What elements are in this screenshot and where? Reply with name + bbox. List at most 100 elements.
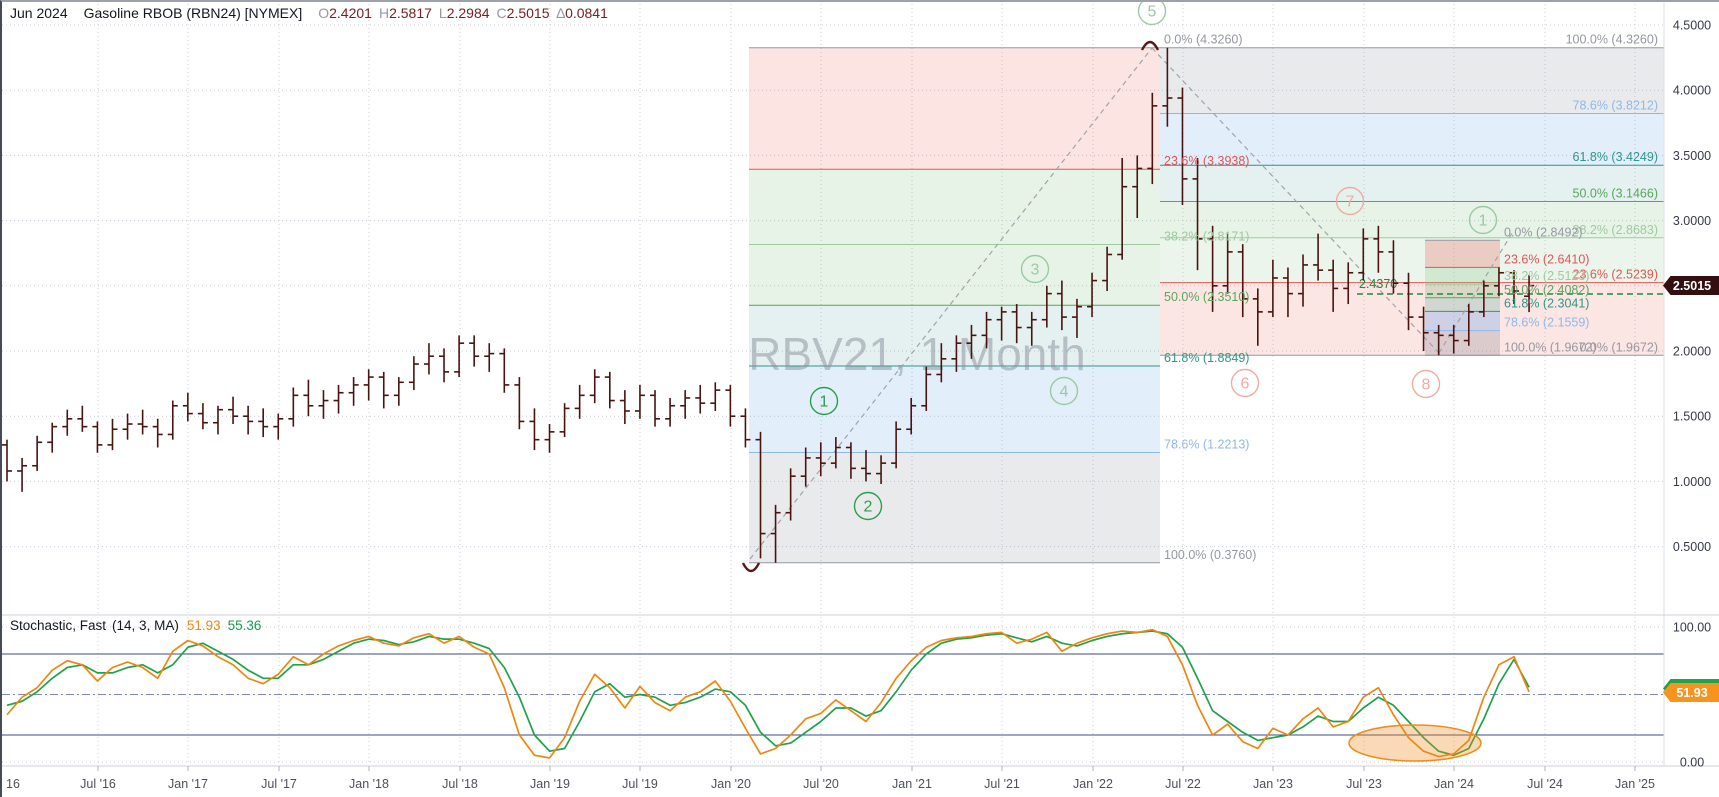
fib-band: [1160, 282, 1664, 356]
trend-dashed-segment[interactable]: [749, 47, 1153, 560]
price-axis-label: 4.5000: [1673, 19, 1711, 33]
arc-annotation[interactable]: [741, 562, 761, 573]
fib-level-label[interactable]: 50.0% (2.4082): [1504, 283, 1589, 297]
stochastic-pane[interactable]: [2, 628, 1664, 762]
fib-level-label[interactable]: 61.8% (1.8849): [1164, 351, 1249, 365]
stoch-d-line[interactable]: [6, 630, 1530, 757]
trend-dashed-segment[interactable]: [1438, 229, 1515, 354]
wave-marker-2[interactable]: 2: [853, 491, 883, 521]
time-axis-label: Jan '21: [892, 777, 932, 791]
stochastic-d-value: 55.36: [227, 618, 262, 633]
wave-circle: [1049, 376, 1079, 406]
svg-text:7: 7: [1346, 194, 1355, 211]
price-axis-label: 1.5000: [1673, 410, 1711, 424]
fib-level-label[interactable]: 100.0% (0.3760): [1164, 548, 1256, 562]
fib-band: [749, 366, 1160, 453]
time-axis-label: Jul '20: [803, 777, 839, 791]
wave-marker-4[interactable]: 4: [1049, 376, 1079, 406]
price-axis-label: 3.5000: [1673, 149, 1711, 163]
time-axis-label: Jan '22: [1073, 777, 1113, 791]
trend-lines[interactable]: [749, 47, 1515, 560]
wave-marker-3[interactable]: 3: [1020, 254, 1050, 284]
fib-band: [1160, 47, 1664, 114]
fib-level-label[interactable]: 50.0% (2.3510): [1164, 290, 1249, 304]
fib-level-label[interactable]: 38.2% (2.5123): [1504, 269, 1589, 283]
stoch-k-line[interactable]: [6, 628, 1530, 759]
symbol-title[interactable]: Gasoline RBOB (RBN24) [NYMEX]: [83, 5, 303, 21]
svg-text:1: 1: [820, 394, 829, 411]
fib-level-label[interactable]: 61.8% (3.4249): [1573, 150, 1658, 164]
fib-band: [1160, 113, 1664, 166]
price-axis-label: 3.0000: [1673, 214, 1711, 228]
wave-marker-5[interactable]: 5: [1137, 2, 1167, 26]
fib-band: [1425, 330, 1500, 356]
time-axis[interactable]: 16 Jul '16 Jan '17 Jul '17 Jan '18 Jul '18 Jan…: [6, 766, 1655, 791]
fib-level-label[interactable]: 38.2% (2.8171): [1164, 229, 1249, 243]
fib-band: [1160, 165, 1664, 202]
time-axis-label: Jan '19: [530, 777, 570, 791]
price-axis-label: 4.0000: [1673, 84, 1711, 98]
fib-level-label[interactable]: 78.6% (1.2213): [1164, 438, 1249, 452]
arc-annotations[interactable]: [741, 40, 1160, 573]
time-axis-label: Jul '16: [80, 777, 116, 791]
close-label: C: [496, 5, 507, 21]
watermark: RBV21, 1 Month: [748, 328, 1086, 380]
price-bars[interactable]: [2, 47, 1535, 563]
fib-level-label[interactable]: 23.6% (3.3938): [1164, 154, 1249, 168]
fib-band: [1160, 201, 1664, 238]
stochastic-title[interactable]: Stochastic, Fast: [10, 618, 107, 633]
fib-up-2020-2022[interactable]: [749, 47, 1160, 564]
fib-level-label[interactable]: 61.8% (2.3041): [1504, 296, 1589, 310]
wave-marker-8[interactable]: 8: [1411, 369, 1441, 399]
fib-level-label[interactable]: 0.0% (2.8492): [1504, 225, 1583, 239]
arc-annotation[interactable]: [1140, 40, 1160, 51]
trend-dashed-segment[interactable]: [1151, 47, 1440, 354]
time-axis-label: Jul '17: [261, 777, 297, 791]
oversold-highlight-ellipse[interactable]: [1348, 724, 1482, 762]
fib-level-label[interactable]: 38.2% (2.8683): [1573, 223, 1658, 237]
fib-band: [1425, 240, 1500, 268]
stochastic-legend: Stochastic, Fast (14, 3, MA) 51.93 55.36: [10, 618, 261, 633]
high-value: 2.5817: [389, 5, 432, 21]
fib-level-label[interactable]: 78.6% (2.1559): [1504, 316, 1589, 330]
fib-level-label[interactable]: 100.0% (4.3260): [1566, 33, 1658, 47]
svg-text:3: 3: [1031, 262, 1040, 279]
time-axis-label: Jan '24: [1434, 777, 1474, 791]
fib-level-label[interactable]: 23.6% (2.6410): [1504, 252, 1589, 266]
fib-level-label[interactable]: 23.6% (2.5239): [1573, 268, 1658, 282]
fib-level-label[interactable]: 50.0% (3.1466): [1573, 186, 1658, 200]
low-value: 2.2984: [446, 5, 490, 21]
fib-down-2022-2023[interactable]: [1160, 47, 1664, 356]
contract-period[interactable]: Jun 2024: [10, 5, 68, 21]
close-value: 2.5015: [506, 5, 550, 21]
fib-band: [1425, 311, 1500, 331]
wave-circle: [853, 491, 883, 521]
elliott-wave-markers[interactable]: 1 2 3 4 5 6 7 8 1: [809, 2, 1498, 521]
wave-circle: [809, 386, 839, 416]
low-label: L: [438, 5, 447, 21]
fib-down-2023-small[interactable]: [1425, 239, 1500, 356]
wave-marker-1[interactable]: 1: [809, 386, 839, 416]
fib-band: [1425, 297, 1500, 312]
wave-marker-7[interactable]: 7: [1335, 186, 1365, 216]
price-axis-label: 0.5000: [1673, 540, 1711, 554]
fib-level-label[interactable]: 0.0% (1.9672): [1579, 340, 1658, 354]
svg-text:1: 1: [1479, 213, 1488, 230]
open-label: O: [318, 5, 330, 21]
stochastic-k-value: 51.93: [186, 618, 221, 633]
wave-circle: [1020, 254, 1050, 284]
fib-level-label[interactable]: 100.0% (1.9672): [1504, 340, 1596, 354]
price-axis[interactable]: 4.5000 4.0000 3.5000 3.0000 2.0000 1.5000 1.00…: [1673, 19, 1711, 555]
wave-marker-1[interactable]: 1: [1468, 205, 1498, 235]
fib-level-label[interactable]: 78.6% (3.8212): [1573, 99, 1658, 113]
open-value: 2.4201: [329, 5, 372, 21]
svg-text:2: 2: [864, 499, 873, 516]
svg-text:8: 8: [1422, 377, 1431, 394]
wave-marker-6[interactable]: 6: [1230, 368, 1260, 398]
fib-level-label[interactable]: 0.0% (4.3260): [1164, 33, 1243, 47]
grid-lines: [2, 4, 1664, 764]
stochastic-axis[interactable]: 100.00 0.00: [1673, 621, 1711, 770]
time-axis-label: Jan '20: [711, 777, 751, 791]
